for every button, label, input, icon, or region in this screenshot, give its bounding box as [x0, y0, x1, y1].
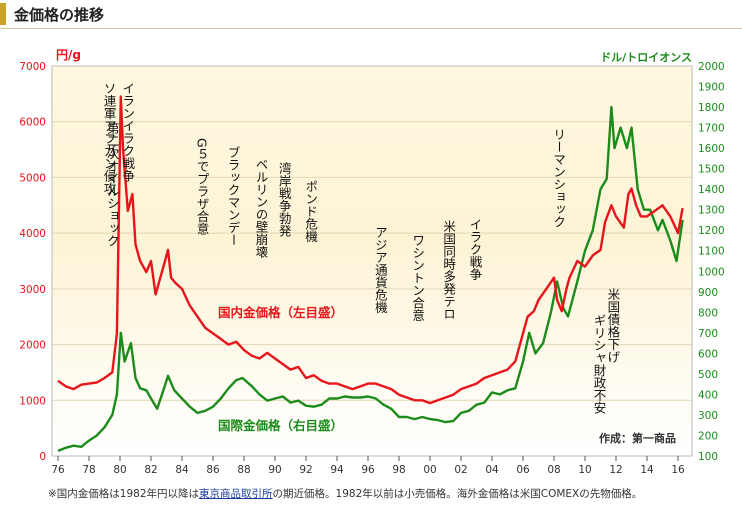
right-axis-tick-label: 1800 [698, 102, 725, 114]
right-axis-tick-label: 500 [698, 369, 718, 381]
x-axis-tick-label: 02 [454, 464, 467, 476]
right-axis-tick-label: 1900 [698, 82, 725, 94]
x-axis-tick-label: 00 [423, 464, 436, 476]
x-axis-tick-label: 94 [330, 464, 344, 476]
left-axis-tick-label: 1000 [19, 395, 46, 407]
x-axis-tick-label: 82 [144, 464, 157, 476]
left-axis-tick-label: 0 [39, 451, 46, 463]
x-axis-tick-label: 16 [671, 464, 685, 476]
event-annotation: ポンド危機 [303, 180, 318, 243]
x-axis: 76 78 80 82 84 86 88 90 92 94 96 98 00 02 04 06 08 10 12 14… [51, 456, 685, 476]
x-axis-tick-label: 10 [578, 464, 591, 476]
event-annotation: イランイラク戦争 [120, 82, 135, 182]
event-annotation: 湾岸戦争勃発 [277, 161, 292, 238]
international-gold-price-line [57, 105, 684, 453]
event-annotation: アジア通貨危機 [373, 226, 388, 314]
right-axis-tick-label: 1100 [698, 246, 725, 258]
right-axis-tick-label: 200 [698, 430, 718, 442]
left-axis-unit: 円/g [56, 48, 81, 62]
header-accent-bar [0, 3, 6, 25]
gridlines [52, 121, 692, 401]
source-credit: 作成：第一商品 [599, 431, 676, 445]
x-axis-tick-label: 86 [206, 464, 220, 476]
right-axis-tick-label: 2000 [698, 61, 725, 73]
event-annotation: ワシントン合意 [410, 234, 425, 322]
right-axis-tick-label: 300 [698, 410, 718, 422]
x-axis-tick-label: 04 [485, 464, 499, 476]
event-annotation: リーマンショック [551, 128, 566, 228]
x-axis-tick-label: 76 [51, 464, 65, 476]
footnote-text-post: の期近価格。1982年以前は小売価格。海外金価格は米国COMEXの先物価格。 [272, 488, 643, 500]
event-annotation: G５でプラザ合意 [195, 138, 210, 235]
footnote-exchange-link[interactable]: 東京商品取引所 [199, 488, 273, 500]
x-axis-tick-label: 92 [299, 464, 312, 476]
right-axis-unit: ドル/トロイオンス [600, 51, 692, 64]
x-axis-tick-label: 98 [392, 464, 405, 476]
domestic-series-label: 国内金価格（左目盛） [218, 305, 343, 320]
x-axis-tick-label: 06 [516, 464, 530, 476]
domestic-gold-price-line [57, 95, 684, 405]
right-axis-tick-label: 700 [698, 328, 718, 340]
right-axis-tick-label: 1500 [698, 164, 725, 176]
left-axis: 0 1000 2000 3000 4000 5000 6000 7000 [19, 61, 46, 463]
event-annotation: ギリシャ財政不安 [591, 314, 606, 414]
left-axis-tick-label: 7000 [19, 61, 46, 73]
footnote-text-pre: ※国内金価格は1982年円以降は [48, 488, 200, 500]
x-axis-tick-label: 78 [82, 464, 95, 476]
right-axis-tick-label: 1300 [698, 205, 725, 217]
event-annotation: ベルリンの壁崩壊 [254, 158, 269, 259]
page-header: 金価格の推移 [0, 0, 742, 30]
right-axis-tick-label: 1400 [698, 184, 725, 196]
right-axis-tick-label: 100 [698, 451, 718, 463]
event-annotation: 米国債格下げ [605, 288, 620, 363]
event-annotation: ソ連軍アフガン侵攻 [102, 82, 117, 195]
x-axis-tick-label: 96 [361, 464, 375, 476]
x-axis-tick-label: 90 [268, 464, 281, 476]
right-axis: 100 200 300 400 500 600 700 800 900 1000 1100 1200 1… [698, 61, 725, 463]
left-axis-tick-label: 5000 [19, 172, 46, 184]
event-annotation: 米国同時多発テロ [441, 220, 456, 320]
right-axis-tick-label: 900 [698, 287, 718, 299]
footnote: ※国内金価格は1982年円以降は東京商品取引所の期近価格。1982年以前は小売価… [48, 486, 642, 501]
left-axis-tick-label: 4000 [19, 228, 46, 240]
right-axis-tick-label: 1600 [698, 143, 725, 155]
right-axis-tick-label: 1000 [698, 266, 725, 278]
x-axis-tick-label: 84 [175, 464, 189, 476]
x-axis-tick-label: 88 [237, 464, 250, 476]
left-axis-tick-label: 3000 [19, 284, 46, 296]
plot-background [52, 66, 692, 456]
event-annotation: 第二次オイルショック [105, 122, 120, 247]
right-axis-tick-label: 1700 [698, 123, 725, 135]
header-divider [0, 28, 742, 29]
event-annotation: イラク戦争 [467, 218, 482, 281]
event-annotation: ブラックマンデー [226, 145, 241, 246]
x-axis-tick-label: 12 [609, 464, 622, 476]
right-axis-tick-label: 1200 [698, 225, 725, 237]
left-axis-tick-label: 2000 [19, 340, 46, 352]
x-axis-tick-label: 14 [640, 464, 654, 476]
right-axis-tick-label: 400 [698, 389, 718, 401]
x-axis-tick-label: 80 [113, 464, 126, 476]
plot-frame [51, 65, 693, 457]
right-axis-tick-label: 800 [698, 307, 718, 319]
international-series-label: 国際金価格（右目盛） [218, 418, 343, 433]
left-axis-tick-label: 6000 [19, 117, 46, 129]
right-axis-tick-label: 600 [698, 348, 718, 360]
x-axis-tick-label: 08 [547, 464, 560, 476]
page-title: 金価格の推移 [14, 6, 105, 24]
